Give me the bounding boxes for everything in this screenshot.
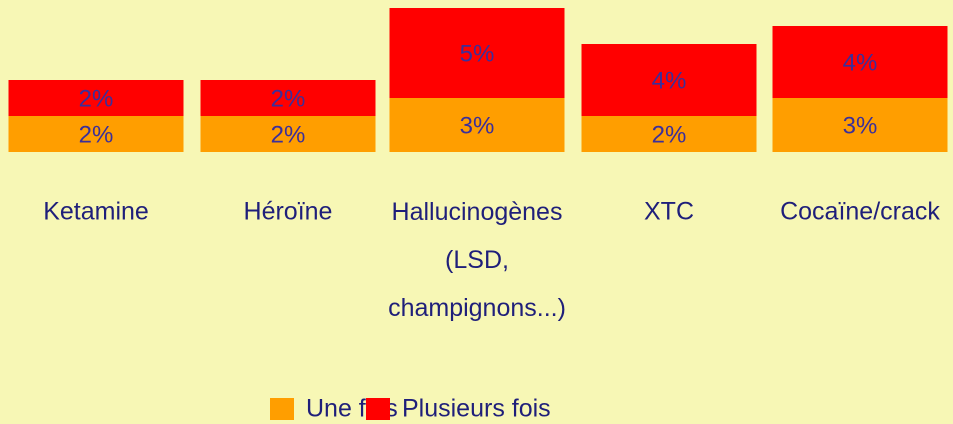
x-tick-label: Ketamine	[43, 198, 149, 226]
legend-swatch	[270, 398, 294, 420]
value-label: 2%	[271, 121, 306, 148]
value-label: 4%	[652, 67, 687, 94]
label-line: (LSD,	[445, 246, 509, 274]
bar-segment	[772, 26, 948, 98]
x-tick-label: Cocaïne/crack	[780, 198, 940, 226]
value-label: 2%	[79, 121, 114, 148]
value-label: 2%	[271, 85, 306, 112]
bar-segment	[581, 116, 757, 152]
value-label: 3%	[843, 112, 878, 139]
label-line: champignons...)	[388, 294, 566, 322]
bar-segment	[8, 80, 184, 116]
value-label: 5%	[460, 40, 495, 67]
value-label: 3%	[460, 112, 495, 139]
legend-swatch	[366, 398, 390, 420]
bar-segment	[200, 116, 376, 152]
bar-segment	[389, 8, 565, 98]
x-tick-label: Héroïne	[244, 198, 333, 226]
bar-segment	[772, 98, 948, 152]
legend-label: Plusieurs fois	[402, 395, 551, 423]
label-line: Hallucinogènes	[392, 198, 563, 226]
bar-segment	[200, 80, 376, 116]
bar-segment	[581, 44, 757, 116]
bar-segment	[8, 116, 184, 152]
value-label: 4%	[843, 49, 878, 76]
bar-segment	[389, 98, 565, 152]
x-tick-label: XTC	[644, 198, 694, 226]
value-label: 2%	[652, 121, 687, 148]
x-tick-label: Hallucinogènes (LSD, champignons...)	[388, 198, 566, 322]
value-label: 2%	[79, 85, 114, 112]
